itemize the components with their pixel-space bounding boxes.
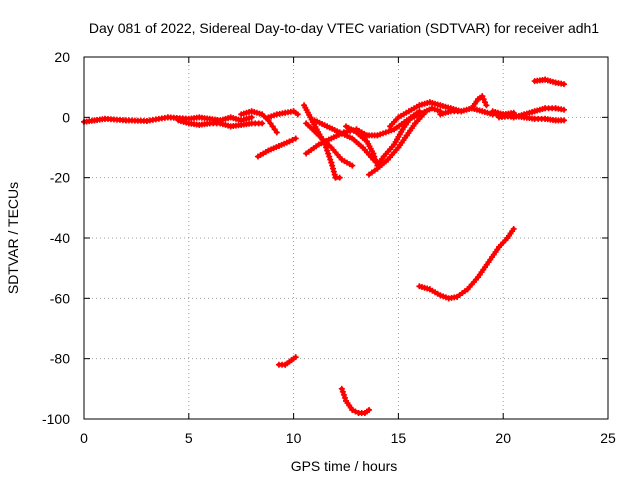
x-tick-label: 0 <box>80 430 88 446</box>
data-point <box>323 144 330 151</box>
data-point <box>269 123 276 130</box>
data-point <box>330 168 337 175</box>
series-arc-cross-12 <box>311 117 377 163</box>
data-point <box>286 138 293 145</box>
data-point <box>560 81 567 88</box>
data-series <box>81 76 567 416</box>
data-point <box>339 388 346 395</box>
data-point <box>330 165 337 172</box>
series-arc-peak-19 <box>468 93 490 112</box>
data-point <box>479 93 486 100</box>
series-arc-neg60 <box>416 225 517 302</box>
x-tick-label: 20 <box>495 430 511 446</box>
series-trace <box>417 226 516 301</box>
x-tick-label: 10 <box>286 430 302 446</box>
series-arc-high-22 <box>531 76 567 88</box>
data-point <box>329 162 336 169</box>
data-point <box>267 120 274 127</box>
data-point <box>292 354 299 361</box>
series-arc-rise-11c <box>303 126 370 157</box>
data-point <box>349 162 356 169</box>
data-point <box>482 99 489 106</box>
y-tick-label: -80 <box>50 351 70 367</box>
series-arc-tail-20b <box>496 112 567 124</box>
data-point <box>371 153 378 160</box>
y-tick-label: 20 <box>54 49 70 65</box>
data-point <box>560 106 567 113</box>
data-point <box>248 114 255 121</box>
data-point <box>273 129 280 136</box>
y-axis-label: SDTVAR / TECUs <box>5 182 21 294</box>
series-arc-short-9b <box>265 108 301 121</box>
series-arc-rise-9 <box>254 135 299 160</box>
data-point <box>325 150 332 157</box>
y-tick-label: -100 <box>42 411 70 427</box>
data-point <box>483 102 490 109</box>
x-tick-label: 25 <box>600 430 616 446</box>
data-point <box>292 135 299 142</box>
data-point <box>372 156 379 163</box>
series-arc-neg100 <box>338 385 373 416</box>
data-point <box>338 385 345 392</box>
data-point <box>326 153 333 160</box>
x-tick-label: 15 <box>391 430 407 446</box>
series-arc-neg80 <box>275 354 299 368</box>
data-point <box>327 156 334 163</box>
data-point <box>560 117 567 124</box>
series-arc-rise-14c <box>357 105 444 139</box>
y-tick-label: 0 <box>62 109 70 125</box>
x-tick-label: 5 <box>185 430 193 446</box>
x-axis-label: GPS time / hours <box>291 458 398 474</box>
data-point <box>271 126 278 133</box>
chart-title: Day 081 of 2022, Sidereal Day-to-day VTE… <box>89 20 599 36</box>
y-tick-label: -20 <box>50 170 70 186</box>
data-point <box>324 147 331 154</box>
series-arc-loop-8 <box>238 108 280 136</box>
data-point <box>366 406 373 413</box>
data-point <box>289 136 296 143</box>
data-point <box>336 174 343 181</box>
data-point <box>480 96 487 103</box>
data-point <box>331 171 338 178</box>
data-point <box>370 150 377 157</box>
axis-ticks: 0 5 10 15 20 25 -100 -80 -60 -40 -20 0 20 <box>42 49 616 446</box>
data-point <box>341 394 348 401</box>
y-tick-label: -60 <box>50 290 70 306</box>
data-point <box>294 111 301 118</box>
series-arc-dip-11 <box>301 102 343 181</box>
y-tick-label: -40 <box>50 230 70 246</box>
data-point <box>259 120 266 127</box>
series-arc-fall-11b <box>303 120 356 169</box>
series-arc-early-band <box>175 117 266 130</box>
data-point <box>349 406 356 413</box>
data-point <box>340 391 347 398</box>
data-point <box>328 159 335 166</box>
data-point <box>510 225 517 232</box>
data-point <box>352 408 359 415</box>
